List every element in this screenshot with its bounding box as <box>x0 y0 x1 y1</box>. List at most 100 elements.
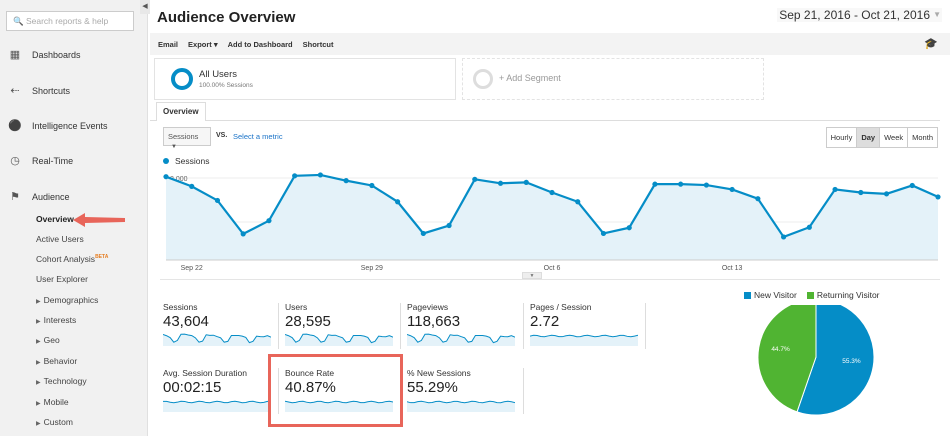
chevron-down-icon: ▼ <box>933 10 941 19</box>
metric-pageviews[interactable]: Pageviews 118,663 <box>407 302 525 358</box>
sidebar-sub-custom[interactable]: ▶ Custom <box>36 417 73 427</box>
data-point[interactable] <box>369 182 375 189</box>
x-tick-label: Sep 29 <box>361 265 383 272</box>
data-point[interactable] <box>549 189 555 196</box>
data-point[interactable] <box>652 181 658 187</box>
sidebar-item-audience[interactable]: ⚑ Audience <box>8 190 69 203</box>
sidebar-item-intelligence-events[interactable]: ⚫ Intelligence Events <box>8 120 108 132</box>
sidebar-sub-mobile[interactable]: ▶ Mobile <box>36 397 69 407</box>
chart-expand-handle[interactable]: ▼ <box>522 272 542 279</box>
metric-pages-session[interactable]: Pages / Session 2.72 <box>530 302 648 358</box>
day-button[interactable]: Day <box>856 128 880 147</box>
data-point[interactable] <box>317 172 323 178</box>
data-point[interactable] <box>497 180 504 186</box>
x-tick-label: Oct 6 <box>544 265 561 272</box>
metric-users[interactable]: Users 28,595 <box>285 302 403 358</box>
legend-returning-visitor[interactable]: Returning Visitor <box>806 290 880 300</box>
data-point[interactable] <box>909 182 915 189</box>
pie-slice[interactable] <box>757 305 817 413</box>
sidebar-sub-interests[interactable]: ▶ Interests <box>36 315 77 325</box>
data-point[interactable] <box>755 196 761 202</box>
export-button[interactable]: Export ▾ <box>188 39 218 49</box>
data-point[interactable] <box>214 197 221 204</box>
legend-new-visitor[interactable]: New Visitor <box>744 290 797 300</box>
data-point[interactable] <box>703 182 710 188</box>
divider <box>278 303 279 349</box>
data-point[interactable] <box>729 186 735 193</box>
sidebar-sub-geo[interactable]: ▶ Geo <box>36 335 60 345</box>
sidebar-item-dashboards[interactable]: ▦ Dashboards <box>9 49 81 61</box>
week-button[interactable]: Week <box>879 128 908 147</box>
metric-new-sessions[interactable]: % New Sessions 55.29% <box>407 368 525 424</box>
pie-slice-label: 55.3% <box>842 358 861 365</box>
metric-avg-session-duration[interactable]: Avg. Session Duration 00:02:15 <box>163 368 281 424</box>
y-tick-label: 2,000 <box>170 176 188 183</box>
sidebar-sub-demographics[interactable]: ▶ Demographics <box>36 295 99 305</box>
sidebar-item-real-time[interactable]: ◷ Real-Time <box>8 154 73 167</box>
data-point[interactable] <box>626 225 632 231</box>
divider <box>523 368 524 414</box>
data-point[interactable] <box>883 191 890 197</box>
search-input[interactable]: 🔍 Search reports & help <box>6 11 134 31</box>
add-segment-button[interactable]: + Add Segment <box>462 58 764 100</box>
sparkline <box>530 334 638 346</box>
empty-segment-ring-icon <box>473 69 493 89</box>
data-point[interactable] <box>935 194 941 200</box>
graduation-cap-icon[interactable]: 🎓 <box>924 38 938 50</box>
data-point[interactable] <box>523 179 529 185</box>
data-point[interactable] <box>343 178 349 184</box>
sidebar-sub-behavior[interactable]: ▶ Behavior <box>36 356 78 366</box>
select-metric-link[interactable]: Select a metric <box>233 132 283 141</box>
data-point[interactable] <box>806 224 812 230</box>
metric-select[interactable]: Sessions ▼ <box>163 127 211 150</box>
data-point[interactable] <box>575 199 581 205</box>
data-point[interactable] <box>240 231 246 237</box>
metric-label: Users <box>285 302 308 312</box>
segment-ring-icon <box>171 68 193 90</box>
hourly-button[interactable]: Hourly <box>826 128 857 147</box>
chart-legend: Sessions <box>163 156 210 166</box>
data-point[interactable] <box>600 230 607 237</box>
collapse-sidebar-button[interactable]: ◀ <box>140 0 150 14</box>
shortcut-arrow-icon: ⇠ <box>10 85 20 97</box>
add-to-dashboard-button[interactable]: Add to Dashboard <box>227 39 293 49</box>
metric-sessions[interactable]: Sessions 43,604 <box>163 302 281 358</box>
email-button[interactable]: Email <box>158 39 179 49</box>
data-point[interactable] <box>189 183 195 189</box>
segment-all-users[interactable]: All Users 100.00% Sessions <box>154 58 456 100</box>
sidebar-sub-cohort-analysis[interactable]: Cohort AnalysisBETA <box>36 254 109 264</box>
data-point[interactable] <box>395 199 401 205</box>
grid-icon: ▦ <box>9 49 21 61</box>
data-point[interactable] <box>832 186 838 193</box>
divider <box>160 279 940 280</box>
date-range-picker[interactable]: Sep 21, 2016 - Oct 21, 2016 ▼ <box>777 8 942 22</box>
sparkline <box>163 400 271 412</box>
sidebar-sub-active-users[interactable]: Active Users <box>36 234 84 244</box>
expand-triangle-icon: ▶ <box>36 360 41 366</box>
metric-label: Avg. Session Duration <box>163 368 247 378</box>
metric-bounce-rate[interactable]: Bounce Rate 40.87% <box>285 368 403 424</box>
data-point[interactable] <box>266 218 272 224</box>
data-point[interactable] <box>781 234 787 240</box>
toolbar: Email Export ▾ Add to Dashboard Shortcut <box>150 33 950 55</box>
data-point[interactable] <box>858 189 864 196</box>
shortcut-button[interactable]: Shortcut <box>302 39 334 49</box>
sidebar-item-shortcuts[interactable]: ⇠ Shortcuts <box>8 84 70 97</box>
data-point[interactable] <box>292 173 298 179</box>
tab-overview[interactable]: Overview <box>156 102 206 121</box>
data-point[interactable] <box>678 181 684 187</box>
sparkline <box>285 333 393 346</box>
sidebar-sub-technology[interactable]: ▶ Technology <box>36 376 87 386</box>
sidebar-sub-overview[interactable]: Overview <box>36 214 74 224</box>
data-point[interactable] <box>446 222 452 229</box>
data-point[interactable] <box>163 174 169 180</box>
month-button[interactable]: Month <box>907 128 937 147</box>
sidebar-sub-user-explorer[interactable]: User Explorer <box>36 274 88 284</box>
legend-swatch <box>744 292 751 299</box>
data-point[interactable] <box>472 176 478 182</box>
clock-icon: ◷ <box>10 155 20 167</box>
visitor-pie-chart: 55.3% 44.7% <box>757 305 875 416</box>
data-point[interactable] <box>420 230 426 237</box>
metric-label: Pageviews <box>407 302 449 312</box>
